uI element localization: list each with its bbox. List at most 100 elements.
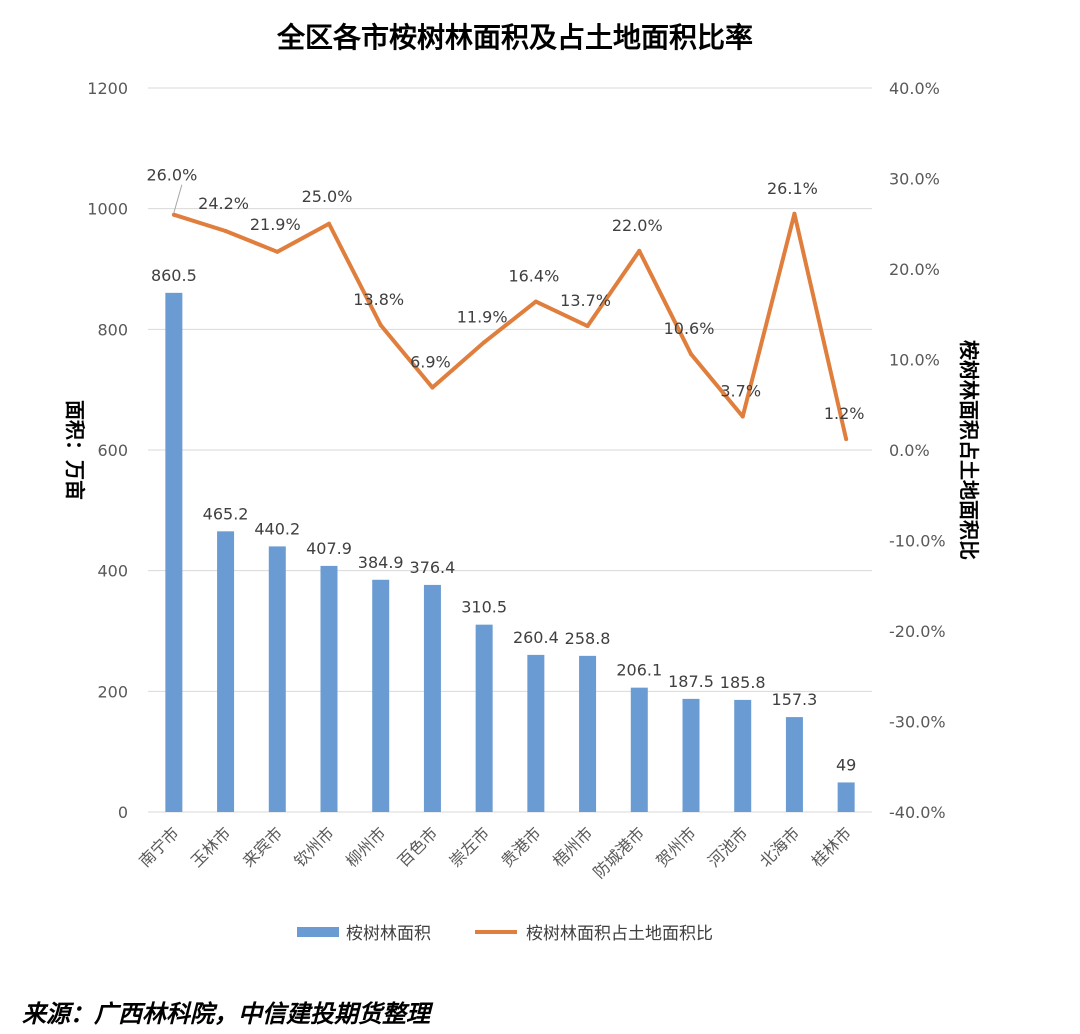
line-point [844,437,849,442]
line-point [482,340,487,345]
bar-data-label: 440.2 [254,519,300,538]
left-tick-label: 1200 [87,79,128,98]
line-point [171,212,176,217]
bar-data-label: 157.3 [772,690,818,709]
line-point [533,299,538,304]
line-data-label: 11.9% [457,307,508,326]
line-point [740,414,745,419]
line-point [223,228,228,233]
right-tick-label: -20.0% [889,622,946,641]
bar-data-label: 407.9 [306,539,352,558]
line-path [173,211,849,440]
left-tick-label: 600 [97,441,128,460]
bar-data-label: 376.4 [410,558,456,577]
right-tick-label: 20.0% [889,260,940,279]
category-label: 百色市 [394,823,441,870]
legend-bar-label: 桉树林面积 [346,924,431,944]
bar [320,565,338,812]
right-tick-label: 10.0% [889,351,940,370]
line-series [171,211,849,442]
line-data-label: 1.2% [824,404,865,423]
bar [527,654,545,812]
legend-bar-swatch [297,927,339,937]
right-tick-label: 30.0% [889,170,940,189]
chart-title: 全区各市桉树林面积及占土地面积比率 [276,21,753,54]
label-leader-line [173,184,183,213]
bar-data-label: 384.9 [358,553,404,572]
bar-series [165,292,855,812]
bar-data-label: 860.5 [151,266,197,285]
left-tick-label: 200 [97,682,128,701]
bar-data-label: 185.8 [720,673,766,692]
left-axis-ticks: 0 200 400 600 800 1000 1200 [87,79,128,822]
line-point [637,248,642,253]
line-data-label: 25.0% [302,187,353,206]
line-point [378,323,383,328]
bar-labels: 860.5 465.2 440.2 407.9 384.9 376.4 310.5 260.4… [151,266,856,775]
bar [475,624,493,812]
category-label: 崇左市 [446,823,493,870]
line-data-label: 13.7% [560,291,611,310]
bar [734,699,752,812]
line-data-label: 3.7% [720,382,761,401]
bar [682,698,700,812]
bar [165,292,183,812]
right-tick-label: -40.0% [889,803,946,822]
line-point [327,221,331,226]
source-note: 来源：广西林科院，中信建投期货整理 [22,1000,430,1028]
left-tick-label: 1000 [87,200,128,219]
bar [837,782,855,812]
line-data-label: 22.0% [612,216,663,235]
category-label: 柳州市 [342,823,389,870]
bar-data-label: 187.5 [668,672,714,691]
bar [217,531,235,812]
line-data-label: 16.4% [508,267,559,286]
right-axis-label: 桉树林面积占土地面积比 [957,340,981,560]
line-labels: 26.0%24.2%21.9%25.0%13.8%6.9%11.9%16.4%1… [146,166,864,423]
line-data-label: 24.2% [198,194,249,213]
left-tick-label: 400 [97,562,128,581]
right-tick-label: 0.0% [889,441,930,460]
legend-line-label: 桉树林面积占土地面积比 [526,924,713,944]
line-data-label: 21.9% [250,215,301,234]
category-label: 玉林市 [187,823,234,870]
line-data-label: 26.0% [146,166,197,185]
category-label: 河池市 [704,823,751,870]
line-data-label: 13.8% [353,290,404,309]
right-tick-label: -30.0% [889,713,946,732]
line-point [689,352,693,357]
bar [423,584,441,812]
left-tick-label: 800 [97,320,128,339]
category-label: 钦州市 [290,823,337,870]
bar-data-label: 49 [836,755,856,774]
bar-data-label: 465.2 [203,504,249,523]
bar [630,687,648,812]
bar [785,717,803,812]
bar-data-label: 260.4 [513,628,559,647]
category-label: 梧州市 [549,823,596,870]
line-data-label: 6.9% [410,353,451,372]
left-tick-label: 0 [118,803,128,822]
legend: 桉树林面积 桉树林面积占土地面积比 [297,924,713,944]
gridlines [148,87,872,813]
bar-data-label: 310.5 [461,598,507,617]
category-label: 北海市 [756,823,803,870]
category-label: 桂林市 [808,823,855,870]
line-point [275,249,280,254]
right-tick-label: 40.0% [889,79,940,98]
bar [372,579,390,812]
bar-data-label: 258.8 [565,629,611,648]
category-label: 贵港市 [497,823,544,870]
line-data-label: 10.6% [664,319,715,338]
category-label: 贺州市 [652,823,699,870]
right-axis-ticks: -40.0% -30.0% -20.0% -10.0% 0.0% 10.0% 20.0% 30… [889,79,946,822]
left-axis-label: 面积：万亩 [63,400,87,500]
line-point [430,385,435,390]
right-tick-label: -10.0% [889,532,946,551]
bar [268,546,286,812]
category-label: 南宁市 [135,823,182,870]
category-label: 防城港市 [589,823,648,882]
category-label: 来宾市 [239,823,286,870]
